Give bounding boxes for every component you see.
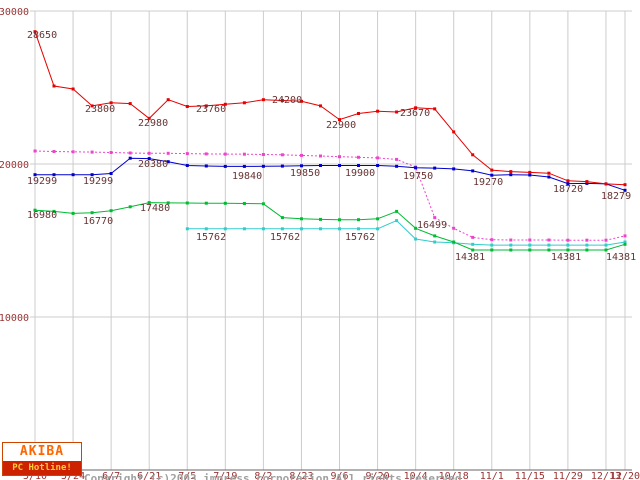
point-value-label: 19850 [290,168,320,179]
point-value-label: 23800 [85,104,115,115]
point-value-label: 17480 [140,203,170,214]
point-value-label: 28650 [27,30,57,41]
green-series [33,201,627,252]
point-value-label: 23670 [400,108,430,119]
point-value-label: 22900 [326,120,356,131]
x-axis-label: 11/15 [515,471,545,480]
x-axis-label: 6/21 [137,471,161,480]
x-axis-label: 11/1 [480,471,504,480]
y-axis-label: 10000 [0,313,29,324]
point-value-label: 19270 [473,177,503,188]
point-value-label: 14381 [455,252,485,263]
red-series [33,30,627,187]
magenta-dashed-series [33,149,627,242]
point-value-label: 15762 [270,232,300,243]
point-value-label: 19299 [27,176,57,187]
point-value-label: 16770 [83,216,113,227]
point-value-label: 14381 [551,252,581,263]
point-value-label: 19900 [345,168,375,179]
point-value-label: 20380 [138,159,168,170]
point-value-label: 15762 [345,232,375,243]
y-axis-label: 20000 [0,160,29,171]
point-value-label: 16499 [417,220,447,231]
x-axis-label: 11/29 [553,471,583,480]
point-value-label: 19299 [83,176,113,187]
copyright-line1: Copyright (c)2003 impress corporation Al… [84,472,469,480]
point-value-label: 18720 [553,184,583,195]
point-value-label: 23760 [196,104,226,115]
x-axis-label: 6/7 [102,471,120,480]
x-axis-label: 9/6 [330,471,348,480]
x-axis-label: 7/5 [178,471,196,480]
point-value-label: 19840 [232,171,262,182]
y-axis-label: 30000 [0,7,29,18]
point-value-label: 18279 [601,191,631,202]
point-value-label: 22980 [138,118,168,129]
akiba-logo: AKIBA PC Hotline! [2,442,82,476]
x-axis-label: 8/23 [289,471,313,480]
point-value-label: 16980 [27,210,57,221]
x-axis-label: 9/20 [366,471,390,480]
x-axis-label: 12/13 [591,471,621,480]
x-axis-label: 8/2 [254,471,272,480]
copyright-block: Copyright (c)2003 impress corporation Al… [84,441,468,480]
point-value-labels: 28650 23800 22980 23760 24200 22900 23670 19299… [27,30,636,263]
point-value-label: 14381 [606,252,636,263]
point-value-label: 24200 [272,95,302,106]
cyan-series [185,219,627,247]
blue-series [33,156,627,192]
x-axis-label: 10/4 [404,471,428,480]
x-axis-label: 10/18 [439,471,469,480]
point-value-label: 19750 [403,171,433,182]
point-value-label: 15762 [196,232,226,243]
akiba-logo-title: AKIBA [3,443,81,461]
akiba-logo-subtitle: PC Hotline! [3,461,81,475]
x-axis-label: 7/19 [213,471,237,480]
x-axis-label: 12/20 [610,471,640,480]
